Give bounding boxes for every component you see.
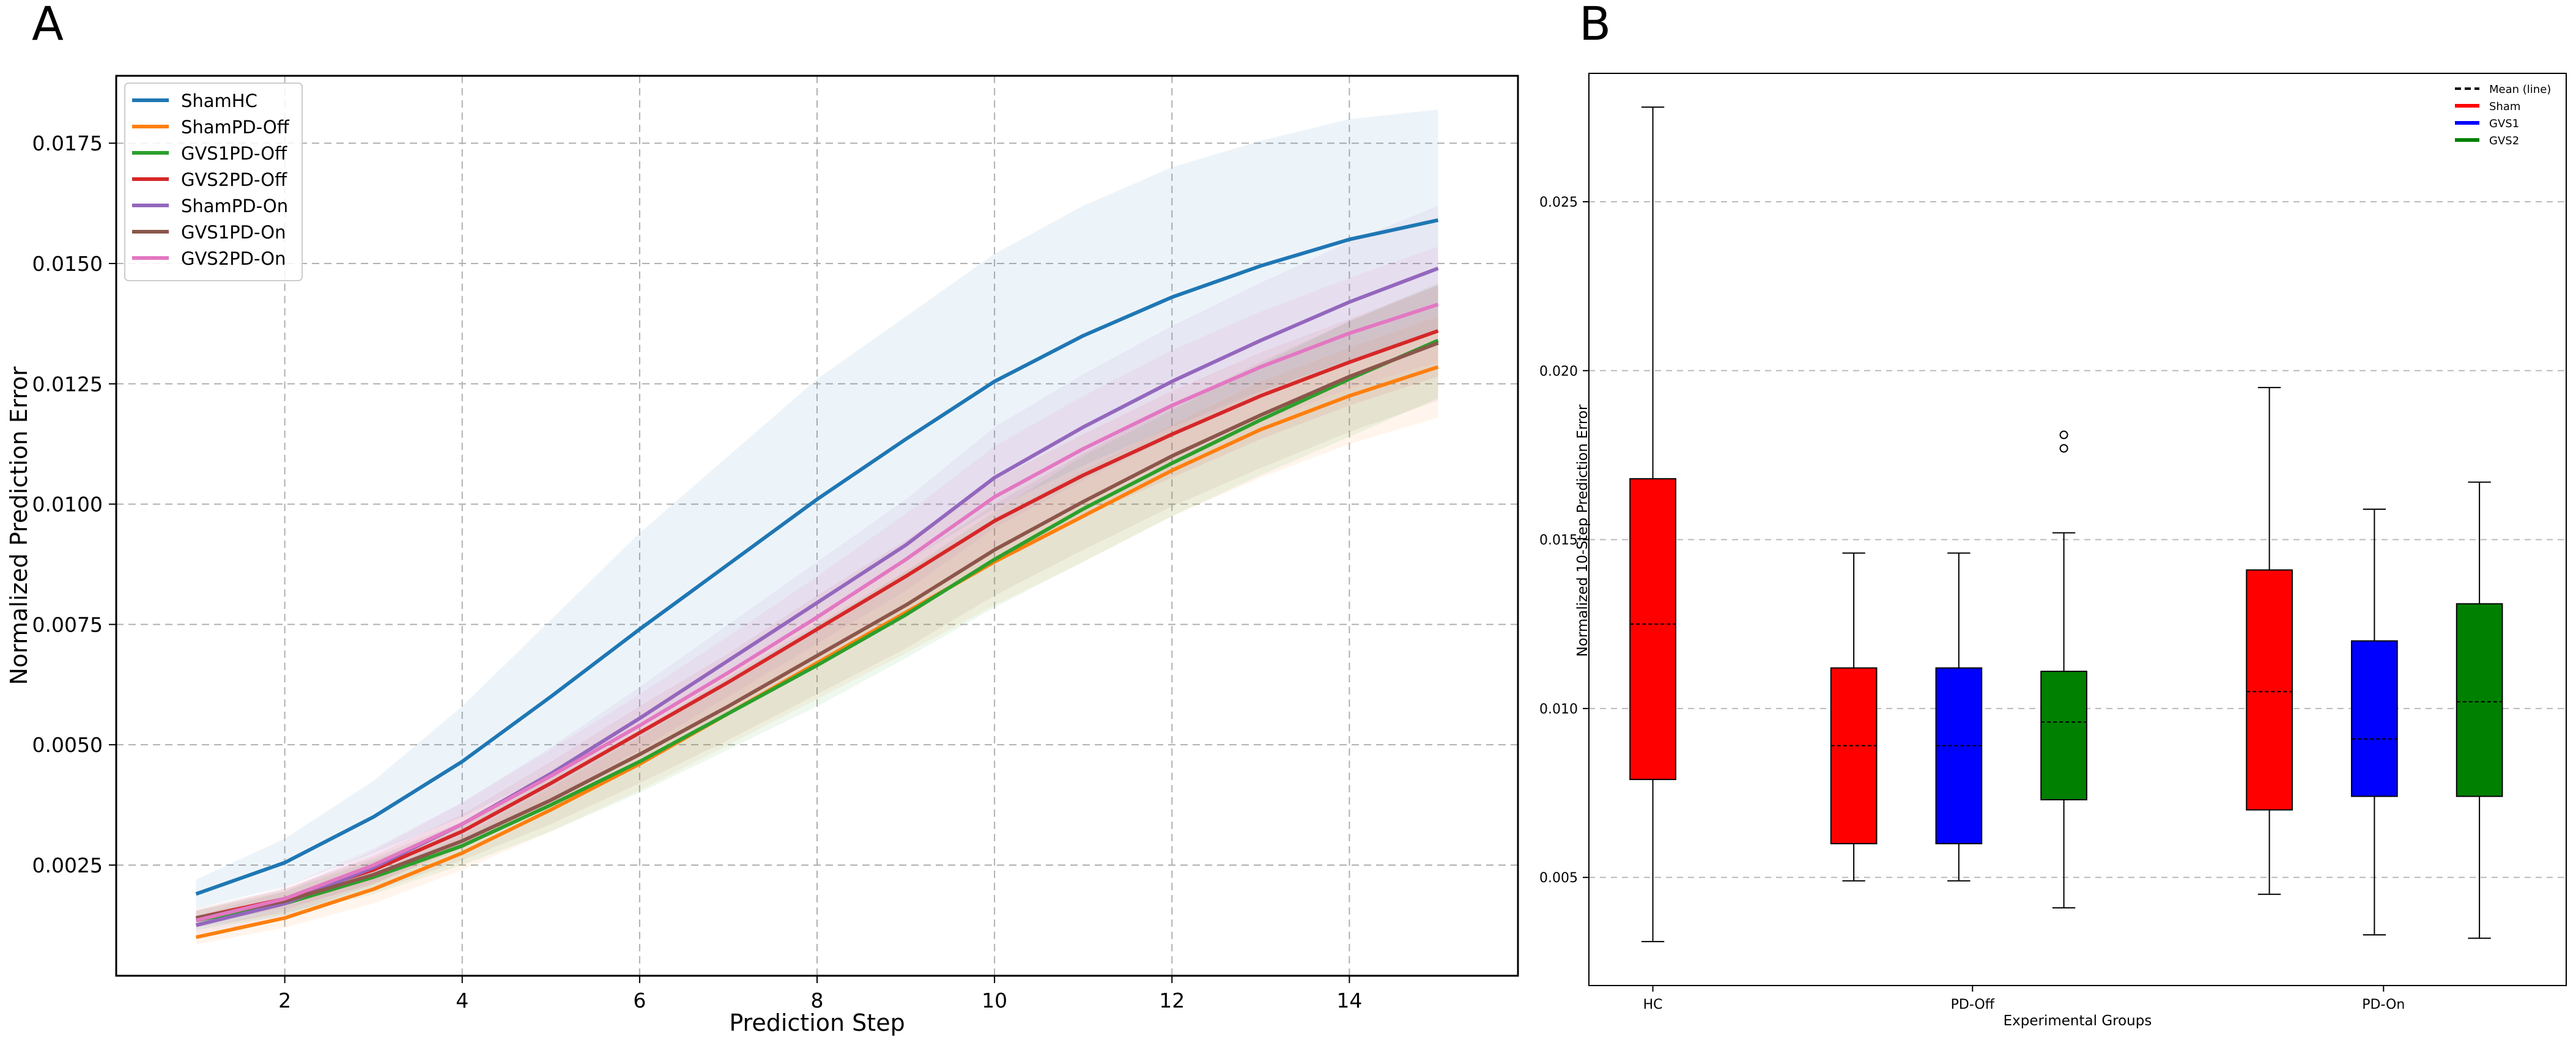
confidence-band-gvs2pd-on [196, 246, 1438, 931]
legend-label: GVS1 [2489, 117, 2519, 130]
box-pd-on-sham [2246, 386, 2293, 895]
box-pd-on-gvs1 [2351, 508, 2398, 936]
legend-box [124, 83, 303, 281]
y-tick-label: 0.015 [1539, 533, 1578, 548]
y-tick-label: 0.025 [1539, 195, 1578, 210]
confidence-band-shampd-on [196, 205, 1438, 935]
box-body [2351, 640, 2398, 797]
box-pd-off-gvs1 [1935, 552, 1983, 882]
y-tick-label: 0.005 [1539, 871, 1578, 886]
legend-label: GVS2PD-Off [181, 169, 287, 190]
panel-a-label: A [32, 0, 64, 51]
box-body [2456, 603, 2503, 797]
legend-label: Sham [2489, 100, 2520, 113]
y-tick-label: 0.0075 [32, 613, 103, 636]
legend-label: GVS2PD-On [181, 248, 286, 269]
legend-label: ShamPD-Off [181, 117, 290, 138]
x-tick-label: 8 [811, 989, 824, 1012]
y-tick-label: 0.0125 [32, 372, 103, 396]
panel-b-box-plot: 0.005 0.010 0.015 0.020 0.025 HC PD-Off PD-On Ex… [1539, 73, 2567, 1029]
legend-label: GVS1PD-On [181, 222, 286, 243]
legend-label: GVS2 [2489, 135, 2519, 147]
y-axis-label: Normalized 10-Step Prediction Error [1575, 404, 1591, 657]
x-tick-label: PD-On [2362, 997, 2405, 1012]
box-body [2246, 569, 2293, 811]
box-pd-on-gvs2 [2456, 481, 2503, 939]
x-tick-label: 12 [1159, 989, 1185, 1012]
legend-label: ShamHC [181, 90, 257, 111]
y-tick-label: 0.010 [1539, 702, 1578, 717]
x-tick-label: 6 [633, 989, 646, 1012]
y-tick-label: 0.0150 [32, 252, 103, 276]
x-tick-label: 4 [456, 989, 468, 1012]
legend-label: ShamPD-On [181, 196, 288, 216]
box-pd-off-sham [1830, 552, 1878, 882]
x-tick-label: HC [1643, 997, 1663, 1012]
y-tick-label: 0.020 [1539, 364, 1578, 379]
box-body [1629, 478, 1676, 780]
series-line-gvs2pd-on [195, 303, 1439, 923]
confidence-band-gvs1pd-off [196, 282, 1438, 931]
box-body [2040, 671, 2087, 801]
panel-a-line-chart: 2 4 6 8 10 12 14 0.0025 0.0050 0.0075 0.0100 0.0125… [6, 75, 1519, 1036]
legend-label: Mean (line) [2489, 83, 2551, 96]
outlier-point [2059, 444, 2068, 453]
legend: ShamHC ShamPD-Off GVS1PD-Off GVS2PD-Off Sham… [124, 83, 303, 281]
y-tick-label: 0.0100 [32, 493, 103, 517]
x-axis-label: Prediction Step [729, 1009, 905, 1036]
plot-area-b [1589, 73, 2566, 986]
x-axis-label: Experimental Groups [2004, 1013, 2152, 1029]
confidence-band-gvs2pd-off [196, 285, 1438, 926]
x-tick-label: 14 [1336, 989, 1362, 1012]
x-tick-label: PD-Off [1951, 997, 1995, 1012]
panel-b-label: B [1579, 0, 1611, 51]
y-axis-label: Normalized Prediction Error [6, 366, 32, 685]
box-body [1830, 667, 1878, 844]
x-tick-label: 2 [278, 989, 291, 1012]
x-tick-label: 10 [982, 989, 1007, 1012]
y-tick-label: 0.0025 [32, 853, 103, 877]
series-line-gvs1pd-on [196, 341, 1439, 920]
series-line-shampd-off [195, 365, 1439, 939]
box-hc-sham [1629, 106, 1676, 943]
box-body [1935, 667, 1983, 844]
confidence-band-shamhc [196, 109, 1438, 908]
legend-label: GVS1PD-Off [181, 143, 287, 164]
legend: Mean (line) Sham GVS1 GVS2 [2455, 83, 2551, 147]
plot-frame-b [1588, 73, 2567, 986]
y-tick-label: 0.0175 [32, 131, 103, 155]
series-line-shamhc [195, 218, 1439, 896]
confidence-band-gvs1pd-on [196, 285, 1438, 928]
series-line-gvs2pd-off [195, 329, 1439, 920]
outlier-point [2059, 430, 2068, 440]
y-tick-label: 0.0050 [32, 733, 103, 757]
box-pd-off-gvs2 [2040, 430, 2087, 908]
series-line-gvs1pd-off [196, 339, 1439, 923]
plot-frame-a [115, 75, 1519, 977]
